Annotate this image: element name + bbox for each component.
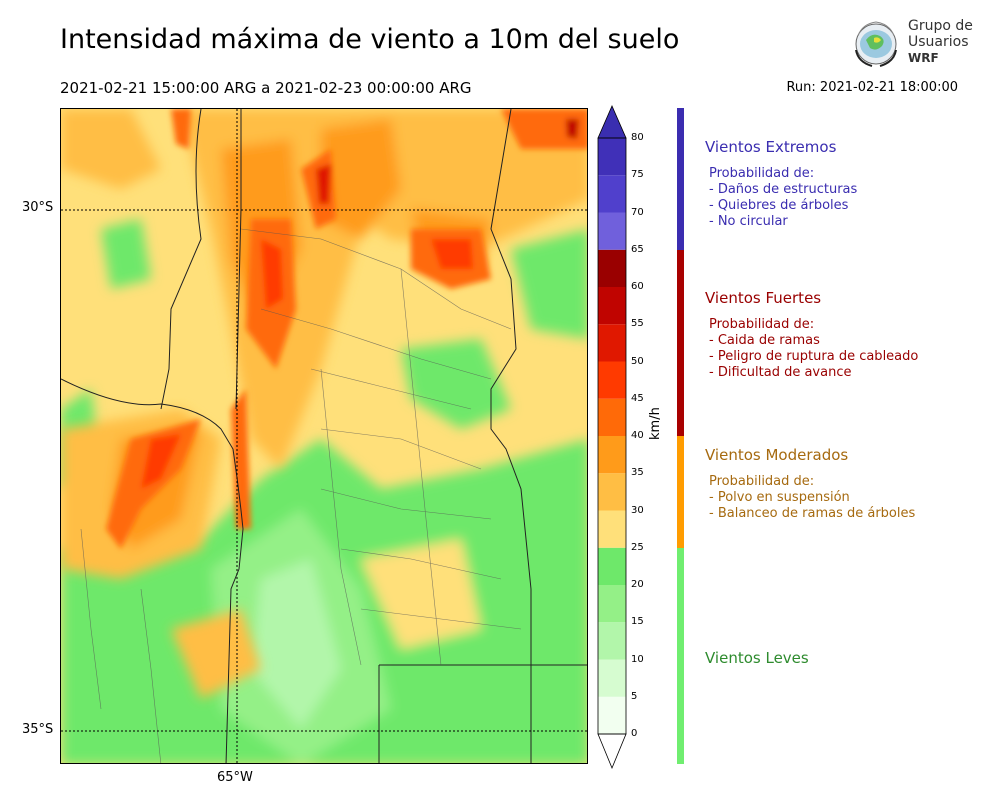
colorbar-tick-label: 65 — [631, 243, 644, 255]
colorbar-bin — [598, 361, 626, 399]
colorbar-bin — [598, 659, 626, 697]
colorbar-tick-label: 55 — [631, 318, 644, 330]
colorbar-bin — [598, 212, 626, 250]
strong-wind-areas — [106, 109, 587, 549]
category-line: - Polvo en suspensión — [709, 490, 850, 505]
colorbar-tick-label: 50 — [631, 355, 644, 367]
colorbar-bin — [598, 473, 626, 511]
category-title: Vientos Fuertes — [705, 289, 822, 307]
colorbar-bin — [598, 436, 626, 474]
political-boundaries — [61, 109, 587, 763]
colorbar-tick-label: 15 — [631, 616, 644, 628]
longitude-label-65w: 65°W — [217, 770, 253, 785]
colorbar-tick-label: 10 — [631, 653, 644, 665]
category-line: - Caida de ramas — [709, 333, 820, 348]
colorbar-bin — [598, 324, 626, 362]
latitude-label-35s: 35°S — [22, 722, 54, 737]
colorbar-bin — [598, 138, 626, 176]
category-title: Vientos Extremos — [705, 138, 837, 156]
category-line: - Daños de estructuras — [709, 182, 858, 197]
colorbar-frame — [597, 137, 627, 735]
colorbar-unit-label: km/h — [648, 407, 663, 440]
category-color-bar — [677, 108, 684, 250]
category-title: Vientos Leves — [705, 649, 809, 667]
logo-text: Grupo de Usuarios WRF — [908, 18, 973, 65]
category-title: Vientos Moderados — [705, 446, 849, 464]
category-leves: Vientos Leves — [705, 649, 809, 677]
category-fuertes: Vientos Fuertes Probabilidad de: - Caida… — [705, 289, 918, 381]
category-color-bar — [677, 249, 684, 436]
light-wind-areas — [61, 219, 587, 763]
colorbar-bin — [598, 249, 626, 287]
globe-logo-icon — [855, 21, 897, 67]
colorbar-tick-label: 45 — [631, 392, 644, 404]
category-line: - Quiebres de árboles — [709, 198, 849, 213]
chart-title: Intensidad máxima de viento a 10m del su… — [60, 24, 680, 55]
colorbar-tick-label: 80 — [631, 132, 644, 143]
category-extremos: Vientos Extremos Probabilidad de: - Daño… — [705, 138, 857, 230]
valid-period: 2021-02-21 15:00:00 ARG a 2021-02-23 00:… — [60, 79, 472, 97]
category-line: - No circular — [709, 214, 788, 229]
department-boundaries — [80, 228, 522, 763]
category-line: Probabilidad de: — [709, 317, 815, 332]
run-time: Run: 2021-02-21 18:00:00 — [786, 80, 958, 95]
colorbar-tick-label: 60 — [631, 281, 644, 292]
graticule — [61, 109, 587, 763]
colorbar-bin — [598, 510, 626, 548]
latitude-label-30s: 30°S — [22, 200, 54, 215]
colorbar-tick-label: 35 — [631, 467, 644, 479]
colorbar-tick-label: 30 — [631, 504, 644, 516]
colorbar-bin — [598, 585, 626, 623]
colorbar-tick-label: 5 — [631, 690, 638, 702]
colorbar-bin — [598, 547, 626, 585]
category-line: Probabilidad de: — [709, 166, 815, 181]
colorbar-bin — [598, 175, 626, 213]
colorbar-tick-label: 75 — [631, 169, 644, 181]
colorbar — [596, 104, 636, 772]
colorbar-tick-label: 40 — [631, 430, 644, 441]
colorbar-bin — [598, 696, 626, 734]
category-line: Probabilidad de: — [709, 474, 815, 489]
wind-field-svg — [61, 109, 587, 763]
category-color-bar — [677, 547, 684, 764]
colorbar-extend-min — [597, 733, 627, 770]
category-line: - Dificultad de avance — [709, 365, 852, 380]
colorbar-tick-label: 25 — [631, 541, 644, 553]
colorbar-bin — [598, 287, 626, 325]
grupo-usuarios-wrf-logo: Grupo de Usuarios WRF — [848, 16, 973, 72]
colorbar-bin — [598, 622, 626, 660]
category-moderados: Vientos Moderados Probabilidad de: - Pol… — [705, 446, 915, 522]
category-line: - Peligro de ruptura de cableado — [709, 349, 919, 364]
colorbar-bin — [598, 398, 626, 436]
colorbar-svg — [597, 105, 627, 770]
wind-map — [60, 108, 588, 764]
category-color-bar — [677, 436, 684, 548]
category-line: - Balanceo de ramas de árboles — [709, 506, 916, 521]
colorbar-tick-label: 20 — [631, 579, 644, 590]
colorbar-extend-max — [597, 105, 627, 139]
colorbar-tick-label: 0 — [631, 728, 638, 739]
colorbar-tick-label: 70 — [631, 206, 644, 218]
